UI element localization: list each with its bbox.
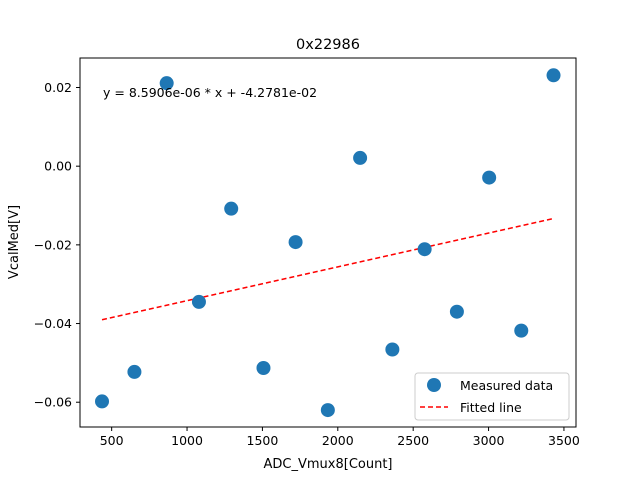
y-tick-label: −0.04	[34, 316, 72, 331]
y-axis: −0.06 −0.04 −0.02 0.00 0.02	[34, 80, 80, 410]
x-tick-label: 3000	[473, 433, 505, 448]
data-point	[159, 76, 174, 91]
data-point	[417, 242, 432, 257]
x-tick-label: 2500	[397, 433, 429, 448]
data-points-layer	[95, 68, 561, 418]
legend-label-fitted: Fitted line	[460, 400, 522, 415]
legend-label-measured: Measured data	[460, 378, 553, 393]
fit-equation-annotation: y = 8.5906e-06 * x + -4.2781e-02	[103, 85, 317, 100]
data-point	[127, 364, 142, 379]
plot-frame	[79, 57, 577, 428]
y-tick-label: −0.06	[34, 395, 72, 410]
legend: Measured data Fitted line	[414, 372, 570, 421]
data-point	[353, 150, 368, 165]
plot-area: y = 8.5906e-06 * x + -4.2781e-02	[79, 57, 577, 428]
fitted-line	[101, 217, 554, 321]
x-tick-label: 3500	[548, 433, 580, 448]
x-tick-label: 500	[100, 433, 124, 448]
data-point	[514, 323, 529, 338]
data-point	[224, 201, 239, 216]
data-point	[449, 304, 464, 319]
data-point	[256, 360, 271, 375]
legend-box	[414, 372, 570, 421]
data-point	[95, 394, 110, 409]
legend-marker-measured	[427, 378, 441, 392]
data-point	[320, 403, 335, 418]
data-point	[385, 342, 400, 357]
x-tick-label: 2000	[322, 433, 354, 448]
data-point	[546, 68, 561, 83]
x-tick-label: 1500	[247, 433, 279, 448]
chart-title: 0x22986	[296, 37, 360, 53]
y-tick-label: −0.02	[34, 237, 72, 252]
x-axis: 500 1000 1500 2000 2500 3000 3500	[100, 427, 580, 448]
y-axis-label: VcalMed[V]	[7, 205, 22, 279]
plot-background	[80, 58, 576, 427]
data-point	[482, 170, 497, 185]
data-point	[191, 294, 206, 309]
y-tick-label: 0.00	[44, 159, 72, 174]
data-point	[288, 235, 303, 250]
y-tick-label: 0.02	[44, 80, 72, 95]
x-axis-label: ADC_Vmux8[Count]	[264, 457, 393, 472]
x-tick-label: 1000	[171, 433, 203, 448]
fitted-line-layer	[101, 217, 554, 321]
